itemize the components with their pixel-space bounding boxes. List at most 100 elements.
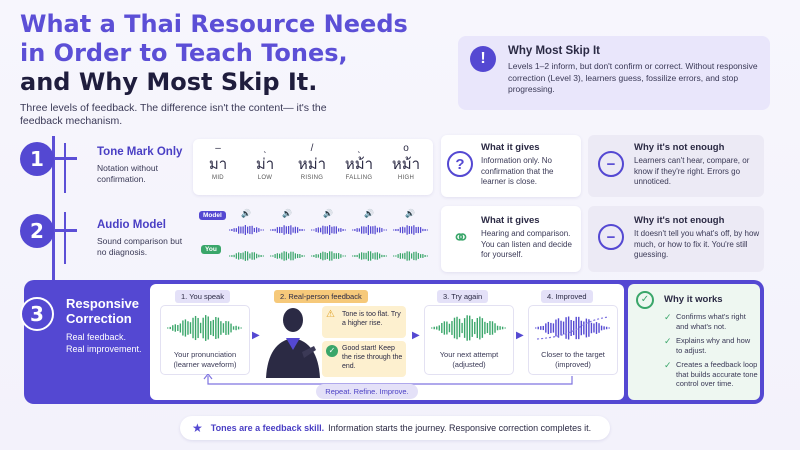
attempt-waveform: [431, 315, 506, 341]
waveform-bar: [542, 325, 544, 331]
waveform-bar: [262, 255, 264, 257]
waveform-bar: [340, 228, 342, 232]
waveform-bar: [229, 229, 231, 231]
tone-high: o หม้า HIGH: [383, 139, 429, 181]
waveform-bar: [406, 225, 408, 235]
tone-marks-panel: – มา MID ˎ ม่า LOW / หม่า RISING ˎ หม้า …: [193, 139, 433, 195]
waveform-bar: [240, 226, 242, 234]
waveform-bar: [258, 228, 260, 232]
waveform-bar: [237, 326, 240, 330]
waveform-bar: [320, 252, 322, 260]
waveform-bar: [317, 254, 319, 258]
waveform-bar: [383, 229, 385, 231]
tone-thai-word: หม้า: [391, 155, 421, 173]
waveform-bar: [283, 251, 285, 261]
waveform-bar: [333, 253, 335, 259]
waveform-bar: [342, 255, 344, 257]
check-icon: ✓: [664, 312, 672, 322]
waveform-bar: [242, 226, 244, 234]
waveform-bar: [356, 228, 358, 232]
level-1-desc: Notation without confirmation.: [97, 163, 158, 184]
title-line-2: in Order to Teach Tones,: [20, 39, 348, 67]
waveform-bar: [379, 253, 381, 259]
waveform-bar: [329, 251, 331, 261]
waveform-bar: [446, 321, 448, 335]
waveform-bar: [598, 323, 600, 333]
tone-thai-word: ม่า: [255, 155, 275, 173]
waveform-bar: [365, 252, 367, 260]
level-rail: [52, 136, 55, 286]
question-icon: ?: [447, 151, 473, 177]
waveform-bar: [583, 321, 585, 335]
waveform-bar: [590, 322, 593, 334]
waveform-bar: [217, 317, 220, 339]
tone-label: RISING: [300, 175, 324, 181]
arrow-right-icon: ▶: [252, 330, 260, 341]
waveform-bar: [207, 316, 209, 340]
feedback-bubble-positive: ✓ Good start! Keep the rise through the …: [322, 341, 406, 377]
waveform-bar: [461, 322, 463, 334]
waveform-bar: [292, 227, 294, 233]
waveform-bar: [411, 253, 413, 259]
waveform-bar: [406, 251, 408, 261]
waveform-bar: [299, 254, 301, 258]
waveform-bar: [281, 227, 283, 233]
waveform-bar: [235, 325, 237, 331]
waveform-bar: [320, 227, 322, 233]
waveform-bar: [555, 319, 557, 337]
waveform-bar: [417, 253, 419, 259]
rail-connector: [55, 157, 77, 160]
waveform-bar: [279, 226, 281, 234]
waveform-bar: [593, 323, 595, 333]
waveform-bar: [335, 253, 337, 259]
repeat-refine-improve-label: Repeat. Refine. Improve.: [316, 384, 418, 399]
waveform-bar: [397, 254, 399, 258]
step-3-caption: Your next attempt (adjusted): [439, 350, 499, 369]
title-line-3: and Why Most Skip It.: [20, 68, 318, 96]
tone-low: ˎ ม่า LOW: [242, 139, 288, 181]
waveform-bar: [367, 251, 369, 261]
waveform-bar: [270, 255, 272, 257]
learner-waveform: [167, 315, 242, 341]
waveform-bar: [247, 251, 249, 261]
waveform-bar: [192, 317, 194, 339]
waveform-bar: [322, 251, 324, 261]
waveform-bar: [570, 319, 572, 337]
waveform-bar: [358, 253, 360, 259]
ear-icon: ⚭: [451, 225, 471, 250]
waveform-bar: [244, 225, 246, 235]
waveform-bar: [379, 227, 381, 233]
waveform-bar: [395, 229, 397, 231]
level-2-desc: Sound comparison but no diagnosis.: [97, 236, 183, 257]
why-it-works-card: ✓ Why it works ✓ Confirms what's right a…: [628, 284, 760, 400]
waveform-bar: [290, 225, 292, 235]
tone-thai-word: มา: [208, 155, 228, 173]
waveform-bar: [365, 226, 367, 234]
waveform-bar: [238, 252, 240, 260]
footer-bold-text: Tones are a feedback skill.: [210, 423, 325, 433]
waveform-bar: [179, 323, 182, 333]
waveform-bar: [294, 226, 296, 234]
waveform-bar: [565, 317, 567, 339]
step-4-box: [528, 305, 618, 375]
waveform-bar: [573, 320, 575, 336]
step-4-caption: Closer to the target (improved): [541, 350, 605, 369]
waveform-bar: [225, 321, 227, 335]
waveform-bar: [344, 229, 346, 231]
waveform-bar: [249, 225, 251, 235]
waveform-bar: [363, 252, 365, 260]
waveform-bar: [420, 254, 422, 258]
level-3-desc: Real feedback. Real improvement.: [66, 332, 142, 354]
waveform-bar: [311, 255, 313, 257]
exclamation-icon: !: [470, 46, 496, 72]
waveform-bar: [294, 253, 296, 259]
tone-label: LOW: [257, 175, 273, 181]
tone-mark-symbol: –: [215, 143, 221, 154]
waveform-bar: [567, 316, 570, 340]
waveform-bar: [324, 252, 326, 260]
waveform-bar: [326, 252, 328, 260]
waveform-bar: [413, 225, 415, 235]
waveform-bar: [501, 326, 504, 330]
waveform-bar: [417, 226, 419, 234]
waveform-bar: [194, 315, 197, 341]
